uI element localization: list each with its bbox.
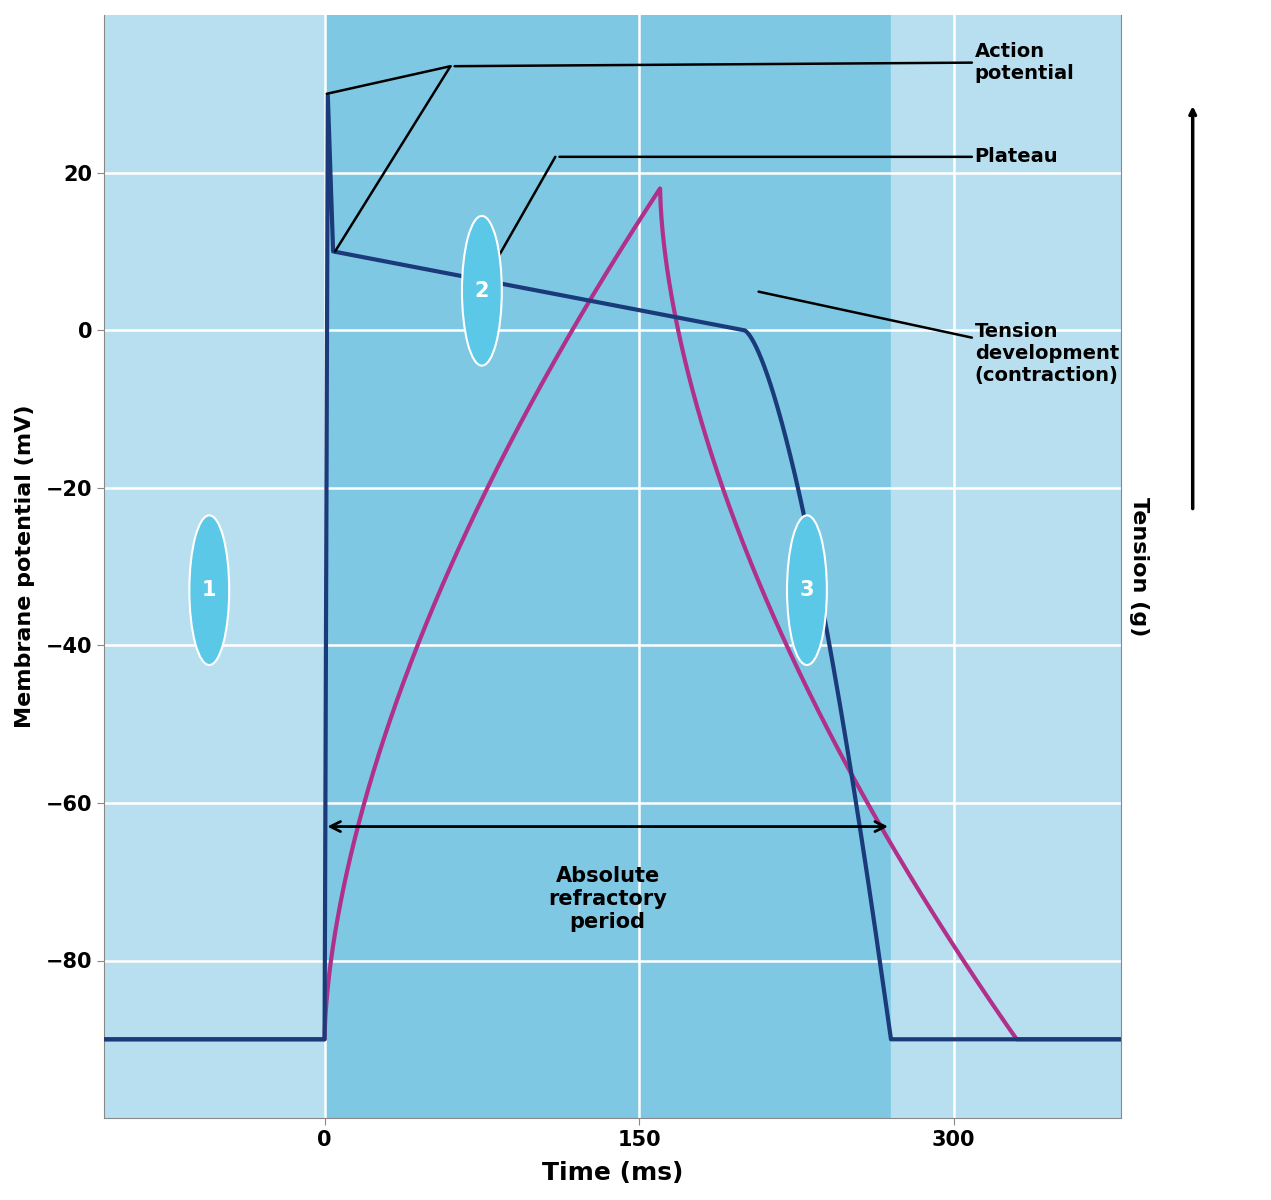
- Y-axis label: Tension (g): Tension (g): [1129, 497, 1149, 636]
- Text: 3: 3: [799, 580, 815, 600]
- Bar: [891, 14, 1121, 1118]
- X-axis label: Time (ms): Time (ms): [543, 1162, 684, 1184]
- Circle shape: [787, 515, 827, 665]
- Text: Action
potential: Action potential: [455, 42, 1074, 83]
- Y-axis label: Membrane potential (mV): Membrane potential (mV): [15, 404, 36, 728]
- Bar: [104, 14, 324, 1118]
- Circle shape: [189, 515, 229, 665]
- Text: 1: 1: [202, 580, 216, 600]
- Text: Tension
development
(contraction): Tension development (contraction): [759, 292, 1118, 385]
- Text: Absolute
refractory
period: Absolute refractory period: [548, 866, 667, 932]
- Circle shape: [461, 216, 502, 366]
- Text: Plateau: Plateau: [559, 148, 1059, 167]
- Text: 2: 2: [474, 281, 489, 301]
- Bar: [324, 14, 891, 1118]
